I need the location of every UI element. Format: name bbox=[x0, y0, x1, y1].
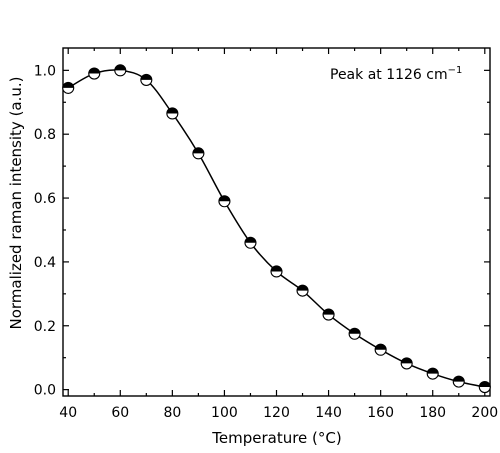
data-point-outline bbox=[452, 375, 465, 388]
axis-ticks bbox=[63, 48, 490, 396]
data-point bbox=[296, 284, 309, 297]
data-point-top bbox=[479, 381, 491, 388]
data-point bbox=[88, 67, 101, 80]
data-point-top bbox=[375, 344, 387, 350]
y-axis-label: Normalized raman intensity (a.u.) bbox=[7, 76, 25, 329]
data-point bbox=[322, 308, 335, 321]
data-point-outline bbox=[140, 73, 153, 86]
data-point-top bbox=[271, 265, 282, 272]
data-point bbox=[62, 81, 75, 94]
data-point-top bbox=[349, 328, 361, 334]
data-point-outline bbox=[296, 284, 309, 297]
fit-curve-layer bbox=[67, 69, 485, 388]
data-point-top bbox=[114, 64, 126, 71]
y-tick-label: 0.8 bbox=[34, 127, 56, 143]
x-axis-label: Temperature (°C) bbox=[211, 429, 341, 447]
axis-labels: 40 60 80 100 120 140 160 180 200 0.0 0.2 0.4 0.6 0.8 1… bbox=[34, 63, 498, 421]
y-tick-label: 1.0 bbox=[34, 63, 56, 79]
data-point-outline bbox=[218, 195, 231, 208]
data-point-outline bbox=[400, 357, 413, 370]
fit-curve bbox=[67, 69, 485, 388]
data-point-top bbox=[166, 107, 178, 114]
data-point-top bbox=[218, 195, 230, 202]
peak-annotation: Peak at 1126 cm−1 bbox=[330, 65, 462, 83]
data-point-top bbox=[88, 68, 100, 74]
x-tick-label: 100 bbox=[211, 405, 238, 421]
data-point-outline bbox=[88, 67, 101, 80]
y-tick-label: 0.0 bbox=[34, 383, 56, 399]
data-point bbox=[244, 236, 257, 249]
x-tick-label: 140 bbox=[315, 405, 342, 421]
x-tick-label: 60 bbox=[111, 405, 129, 421]
data-point-outline bbox=[166, 107, 179, 120]
data-point bbox=[166, 107, 179, 120]
data-point-top bbox=[244, 237, 256, 243]
data-point bbox=[270, 265, 283, 278]
data-point-top bbox=[401, 357, 413, 364]
data-point-top bbox=[323, 309, 335, 315]
data-point bbox=[400, 357, 413, 370]
x-tick-label: 160 bbox=[367, 405, 394, 421]
x-tick-label: 180 bbox=[419, 405, 446, 421]
data-point-top bbox=[192, 147, 204, 154]
y-tick-label: 0.4 bbox=[34, 255, 56, 271]
data-point-top bbox=[297, 285, 309, 291]
data-point-outline bbox=[244, 236, 257, 249]
data-point bbox=[426, 367, 439, 380]
data-point-top bbox=[140, 74, 152, 80]
data-point-outline bbox=[322, 308, 335, 321]
data-point-top bbox=[427, 368, 439, 374]
data-point-top bbox=[453, 376, 465, 382]
data-point-outline bbox=[270, 265, 283, 278]
data-point bbox=[114, 64, 127, 77]
x-tick-label: 120 bbox=[263, 405, 290, 421]
x-tick-label: 80 bbox=[163, 405, 181, 421]
y-tick-label: 0.6 bbox=[34, 191, 56, 207]
data-point-top bbox=[62, 82, 74, 88]
data-point bbox=[374, 343, 387, 356]
plot-frame bbox=[62, 47, 491, 397]
data-point bbox=[348, 327, 361, 340]
data-point-outline bbox=[62, 81, 75, 94]
data-point bbox=[218, 195, 231, 208]
data-point-outline bbox=[348, 327, 361, 340]
data-point-outline bbox=[478, 381, 491, 394]
data-point-outline bbox=[426, 367, 439, 380]
data-points bbox=[62, 64, 491, 394]
data-point-outline bbox=[192, 147, 205, 160]
data-point bbox=[478, 381, 491, 394]
data-point-outline bbox=[114, 64, 127, 77]
data-point bbox=[452, 375, 465, 388]
x-tick-label: 200 bbox=[471, 405, 498, 421]
data-point bbox=[192, 147, 205, 160]
y-tick-label: 0.2 bbox=[34, 319, 56, 335]
x-tick-label: 40 bbox=[59, 405, 77, 421]
data-point bbox=[140, 73, 153, 86]
data-point-outline bbox=[374, 343, 387, 356]
